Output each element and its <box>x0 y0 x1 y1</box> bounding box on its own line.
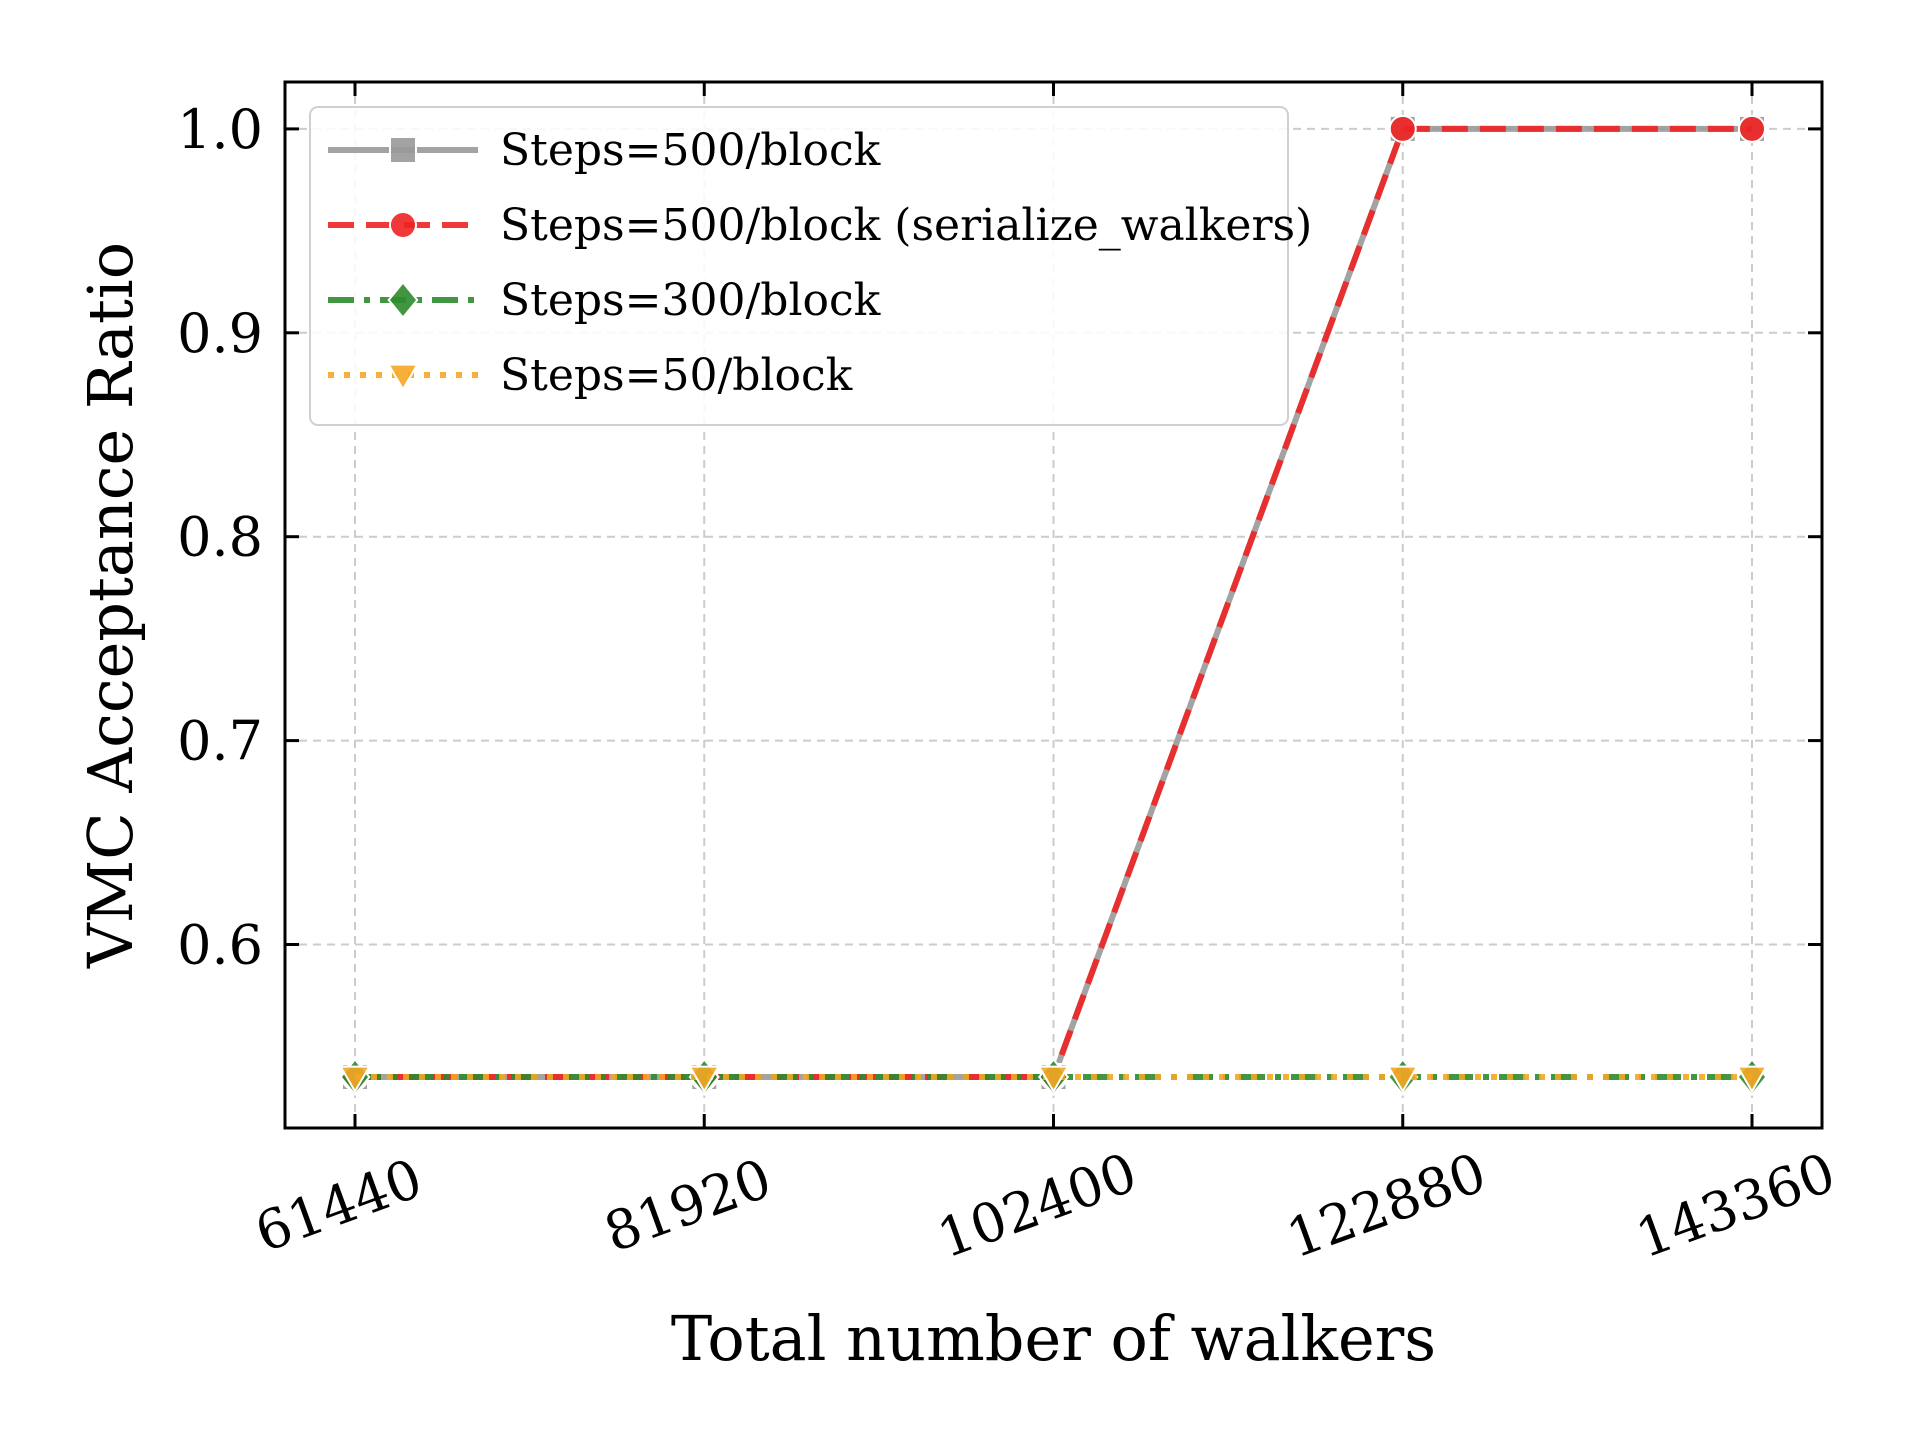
data-point <box>338 1065 372 1094</box>
y-tick-label: 0.8 <box>177 506 263 569</box>
x-tick-label: 122880 <box>1279 1141 1494 1271</box>
x-axis-label: Total number of walkers <box>671 1302 1436 1375</box>
x-tick-label: 102400 <box>930 1141 1145 1271</box>
legend-swatch-marker <box>389 136 417 164</box>
legend-box <box>309 106 1289 426</box>
legend-label: Steps=300/block <box>500 275 881 326</box>
data-point <box>1738 114 1766 143</box>
x-tick-label: 61440 <box>247 1147 430 1265</box>
legend: Steps=500/block Steps=500/block (serializ… <box>309 106 1312 426</box>
x-tick-label: 143360 <box>1628 1141 1843 1271</box>
legend-item: Steps=500/block <box>328 125 881 176</box>
y-tick-label: 1.0 <box>177 98 263 161</box>
x-tick-label: 81920 <box>596 1147 779 1265</box>
data-point <box>1037 1065 1070 1094</box>
data-point <box>1735 1065 1769 1094</box>
data-point <box>1386 1065 1419 1094</box>
legend-label: Steps=50/block <box>500 350 853 401</box>
y-tick-label: 0.6 <box>177 913 263 976</box>
legend-label: Steps=500/block <box>500 125 881 176</box>
legend-swatch-marker <box>389 211 417 239</box>
y-tick-label: 0.7 <box>177 710 263 773</box>
legend-item: Steps=300/block <box>328 275 881 326</box>
legend-item: Steps=500/block (serialize_walkers) <box>328 200 1312 251</box>
series-4 <box>338 1065 1769 1094</box>
legend-label: Steps=500/block (serialize_walkers) <box>500 200 1312 251</box>
data-point <box>1388 114 1417 143</box>
y-tick-label: 0.9 <box>177 302 263 365</box>
y-axis-label: VMC Acceptance Ratio <box>74 242 147 969</box>
legend-swatch-marker <box>387 280 419 320</box>
series-layer <box>338 114 1769 1097</box>
legend-swatch-marker <box>386 363 420 392</box>
data-point <box>688 1065 721 1094</box>
legend-item: Steps=50/block <box>328 350 853 401</box>
